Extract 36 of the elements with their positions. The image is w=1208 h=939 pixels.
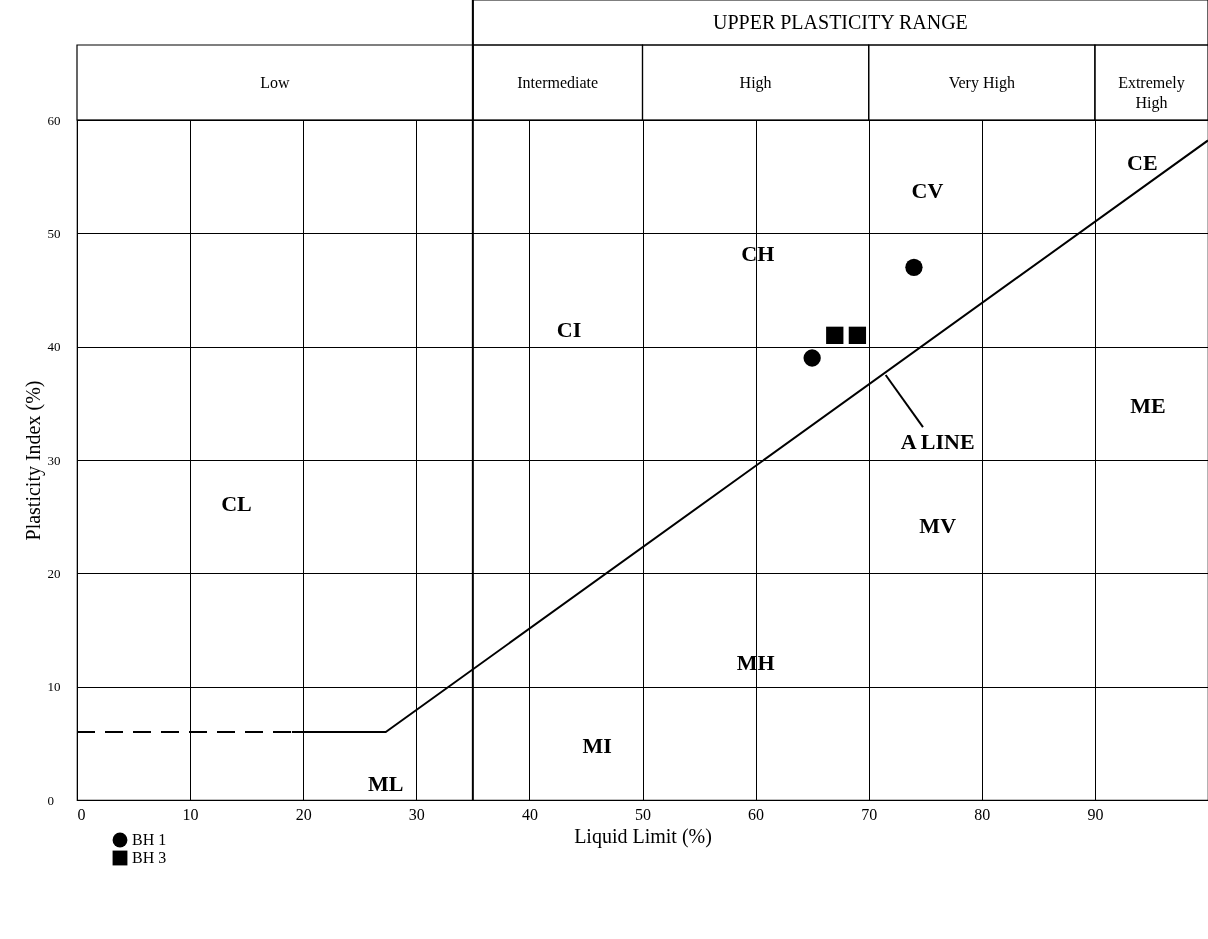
y-tick-label: 30 xyxy=(47,452,61,468)
y-axis-title: Plasticity Index (%) xyxy=(21,380,45,541)
annotation: ME xyxy=(1130,392,1166,418)
x-tick-label: 10 xyxy=(182,805,199,823)
annotation: MI xyxy=(582,732,612,758)
x-tick-label: 70 xyxy=(861,805,878,823)
y-tick-label: 0 xyxy=(47,792,54,808)
text: Intermediate xyxy=(517,73,599,91)
x-tick-label: 0 xyxy=(77,805,86,823)
x-tick-label: 40 xyxy=(521,805,538,823)
annotation: CI xyxy=(556,316,582,342)
text: Low xyxy=(260,73,291,91)
y-tick-label: 60 xyxy=(47,112,61,128)
legend-label: BH 3 xyxy=(132,849,167,866)
text: Very High xyxy=(948,73,1015,92)
annotation: ML xyxy=(368,771,404,797)
text: High xyxy=(739,73,772,92)
x-tick-label: 50 xyxy=(635,805,651,823)
y-tick-label: 20 xyxy=(47,565,61,581)
annotation: CV xyxy=(911,178,944,204)
y-tick-label: 40 xyxy=(47,339,61,355)
text: UPPER PLASTICITY RANGE xyxy=(713,10,968,33)
x-tick-label: 80 xyxy=(974,805,991,823)
legend-label: BH 1 xyxy=(132,831,167,848)
annotation: A LINE xyxy=(900,429,975,454)
text: Extremely High xyxy=(1118,73,1185,112)
annotation: MV xyxy=(919,512,957,538)
x-tick-label: 30 xyxy=(408,805,425,823)
annotation: CL xyxy=(221,491,252,517)
x-tick-label: 20 xyxy=(295,805,312,823)
x-tick-label: 60 xyxy=(748,805,765,823)
annotation: CE xyxy=(1127,150,1158,176)
y-tick-label: 10 xyxy=(47,679,61,695)
y-tick-label: 50 xyxy=(47,225,61,241)
x-tick-label: 90 xyxy=(1087,805,1104,823)
x-axis-title: Liquid Limit (%) xyxy=(574,824,712,848)
